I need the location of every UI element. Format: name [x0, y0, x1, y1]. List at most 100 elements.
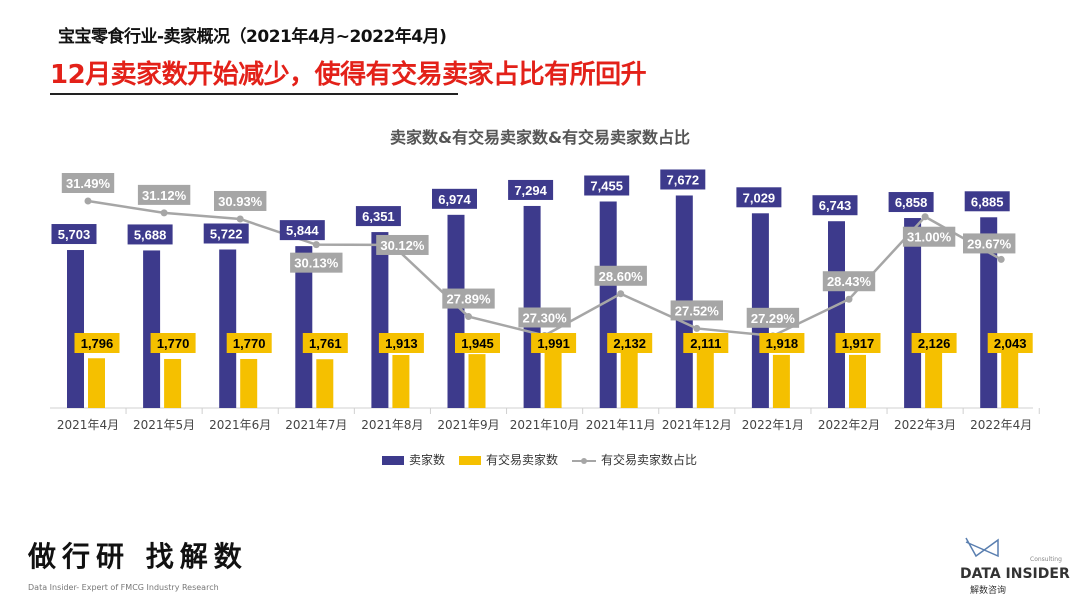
- bar-active-sellers: [696, 349, 714, 408]
- x-tick-label: 2021年4月: [57, 418, 119, 432]
- label-active-sellers: 1,796: [74, 333, 120, 353]
- label-ratio-bg: [61, 173, 115, 193]
- label-sellers-bg: [432, 188, 477, 209]
- label-active-sellers-text: 2,132: [613, 336, 646, 351]
- label-active-sellers-text: 1,991: [537, 336, 570, 351]
- legend-item-sellers: 卖家数: [382, 451, 445, 468]
- x-tick-label: 2022年2月: [818, 418, 880, 432]
- label-ratio-bg: [963, 233, 1016, 254]
- label-active-sellers-bg: [759, 333, 805, 353]
- x-tick-label: 2021年7月: [285, 418, 347, 432]
- label-ratio-bg: [822, 271, 876, 292]
- label-active-sellers: 1,770: [226, 333, 272, 353]
- label-ratio-text: 31.49%: [66, 176, 111, 191]
- bar-active-sellers: [849, 354, 866, 408]
- label-active-sellers-bg: [74, 333, 120, 353]
- slogan-en: Data Insider- Expert of FMCG Industry Re…: [28, 583, 219, 592]
- label-sellers-text: 6,351: [362, 209, 395, 224]
- label-active-sellers-text: 1,761: [309, 336, 342, 351]
- label-ratio: 30.12%: [376, 234, 429, 255]
- x-tick-label: 2021年11月: [586, 418, 656, 432]
- bar-active-sellers: [88, 358, 105, 408]
- label-sellers: 7,455: [584, 175, 630, 196]
- x-tick-label: 2021年5月: [133, 418, 195, 432]
- label-sellers-text: 6,885: [971, 194, 1004, 209]
- bar-active-sellers: [620, 348, 638, 408]
- label-active-sellers-bg: [531, 333, 577, 353]
- label-sellers-text: 6,743: [819, 198, 852, 213]
- ratio-point: [617, 290, 625, 298]
- label-sellers-bg: [279, 220, 325, 241]
- label-active-sellers: 2,126: [911, 333, 957, 353]
- bar-sellers: [904, 218, 922, 408]
- bar-sellers: [67, 250, 84, 408]
- bar-sellers: [599, 201, 617, 408]
- slogan: 做行研 找解数: [28, 540, 248, 573]
- bar-sellers: [828, 221, 845, 408]
- label-sellers-text: 7,455: [590, 178, 623, 193]
- brand-name: DATA INSIDER: [960, 566, 1070, 582]
- label-sellers: 7,294: [508, 179, 554, 200]
- label-active-sellers-bg: [683, 333, 729, 353]
- label-active-sellers-text: 1,918: [766, 336, 799, 351]
- label-active-sellers: 1,761: [302, 333, 348, 353]
- label-active-sellers: 2,111: [683, 333, 729, 353]
- label-sellers: 5,722: [203, 223, 249, 244]
- label-ratio-text: 27.29%: [751, 311, 796, 326]
- label-ratio: 31.49%: [61, 173, 115, 193]
- bar-sellers: [143, 250, 161, 408]
- label-sellers-text: 7,029: [743, 190, 776, 205]
- label-ratio-text: 29.67%: [967, 236, 1012, 251]
- x-tick-label: 2022年1月: [742, 418, 804, 432]
- legend-swatch: [382, 456, 404, 465]
- bar-active-sellers: [316, 359, 334, 408]
- label-ratio-text: 30.12%: [380, 238, 425, 253]
- bar-active-sellers: [164, 358, 182, 408]
- label-ratio: 28.60%: [594, 265, 647, 286]
- label-active-sellers: 1,770: [150, 333, 196, 353]
- label-ratio: 31.12%: [137, 184, 191, 205]
- legend-swatch: [459, 456, 482, 465]
- label-ratio: 31.00%: [902, 226, 956, 247]
- ratio-point: [84, 197, 92, 205]
- x-tick-label: 2022年3月: [894, 418, 956, 432]
- label-ratio: 29.67%: [963, 233, 1016, 254]
- legend-line-marker: [572, 457, 597, 464]
- x-tick-label: 2021年8月: [361, 418, 423, 432]
- bar-active-sellers: [392, 355, 410, 408]
- ratio-point: [236, 215, 244, 223]
- label-ratio-text: 28.60%: [599, 269, 644, 284]
- bar-active-sellers: [240, 358, 258, 408]
- label-active-sellers-bg: [911, 333, 957, 353]
- label-sellers: 5,703: [51, 224, 97, 245]
- brand-logo-icon: [965, 537, 999, 558]
- label-sellers-bg: [964, 191, 1010, 212]
- label-sellers: 6,743: [812, 195, 858, 216]
- label-sellers-bg: [127, 224, 173, 245]
- label-ratio-bg: [746, 307, 800, 328]
- ratio-point: [160, 209, 168, 217]
- bar-active-sellers: [1001, 351, 1019, 408]
- label-ratio-bg: [902, 226, 956, 247]
- label-ratio-bg: [594, 265, 647, 286]
- label-active-sellers-text: 1,917: [842, 336, 875, 351]
- ratio-point: [845, 295, 853, 303]
- label-ratio-text: 30.13%: [294, 256, 339, 271]
- label-active-sellers-bg: [302, 333, 348, 353]
- label-active-sellers: 2,043: [987, 333, 1033, 353]
- label-active-sellers-bg: [835, 333, 881, 353]
- label-active-sellers: 1,945: [455, 333, 500, 353]
- ratio-point: [921, 213, 929, 221]
- bar-active-sellers: [925, 349, 943, 408]
- label-sellers-text: 7,294: [514, 183, 547, 198]
- label-active-sellers-text: 2,111: [690, 336, 721, 351]
- legend-label: 卖家数: [409, 453, 446, 467]
- label-ratio-text: 27.89%: [446, 292, 491, 307]
- label-sellers-bg: [812, 195, 858, 216]
- label-sellers: 7,672: [660, 169, 706, 190]
- bar-sellers: [295, 246, 313, 408]
- label-active-sellers: 2,132: [607, 333, 653, 353]
- x-tick-label: 2022年4月: [970, 418, 1032, 432]
- x-tick-label: 2021年9月: [437, 418, 499, 432]
